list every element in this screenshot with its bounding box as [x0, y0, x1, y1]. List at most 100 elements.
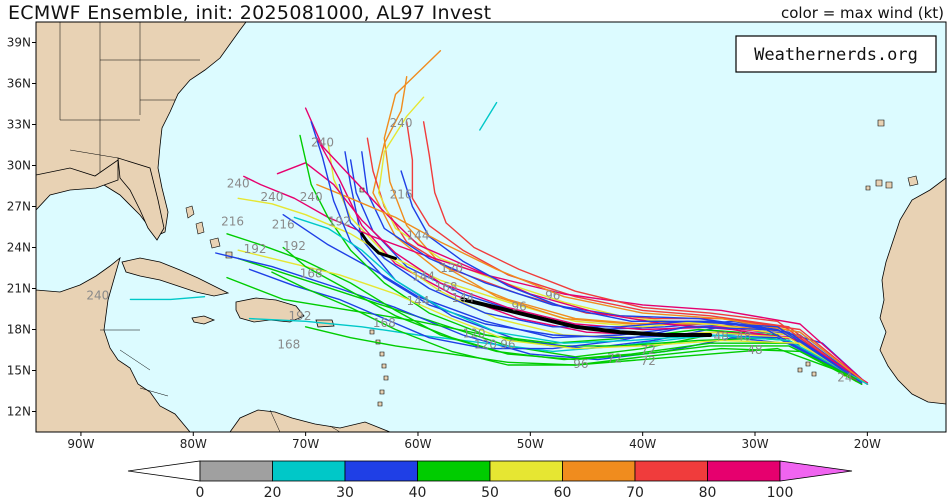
lat-tick-label: 27N: [7, 200, 31, 214]
colorbar-label: 80: [699, 485, 717, 501]
colorbar-segment-2: [344, 460, 418, 482]
ensemble-track-6: [248, 317, 846, 374]
brand-box: Weathernerds.org: [735, 35, 937, 73]
mean-track-main: [460, 297, 713, 337]
hour-label: 216: [390, 187, 413, 201]
canary-islands-land: [865, 175, 919, 191]
hour-label: 24: [837, 370, 852, 384]
colorbar-segment-3: [417, 460, 491, 482]
ensemble-track-33: [129, 296, 206, 301]
hour-label: 120: [474, 338, 497, 352]
central-america-land: [36, 256, 191, 432]
land-layer: [36, 22, 946, 432]
chart-title: ECMWF Ensemble, init: 2025081000, AL97 I…: [8, 2, 492, 24]
lat-tick-label: 30N: [7, 159, 31, 173]
lesser-antilles-land: [369, 329, 389, 407]
ensemble-track-4: [226, 276, 852, 378]
hour-label: 168: [277, 338, 300, 352]
mean-track-north: [360, 232, 397, 260]
latitude-ticks: 39N 36N 33N 30N 27N 24N 21N 18N 15N 12N: [7, 36, 36, 419]
lon-tick-label: 60W: [404, 437, 431, 451]
hour-label: 240: [86, 288, 109, 302]
colorbar-segment-5: [562, 460, 636, 482]
ensemble-track-27: [304, 326, 846, 374]
bahamas-land: [185, 205, 233, 259]
hour-label: 168: [435, 280, 458, 294]
cuba-land: [121, 257, 230, 297]
ensemble-tracks: [129, 50, 869, 385]
hour-label: 192: [289, 309, 312, 323]
ensemble-track-17: [422, 121, 852, 377]
hour-label: 192: [283, 239, 306, 253]
florida-land: [117, 157, 165, 241]
colorbar-segment-4: [489, 460, 563, 482]
hour-label: 48: [714, 329, 729, 343]
ocean-background: [36, 22, 946, 432]
brand-label: Weathernerds.org: [754, 45, 918, 65]
hour-label: 144: [407, 228, 430, 242]
brand-box-frame: [735, 35, 937, 73]
colorbar-segment-0: [199, 460, 273, 482]
hour-label: 48: [747, 343, 762, 357]
hour-label: 120: [463, 327, 486, 341]
wind-colorbar: 0 20 30 40 50 60 70 80 100: [127, 460, 853, 501]
hour-label: 120: [440, 261, 463, 275]
ensemble-track-23: [271, 271, 863, 385]
hour-label: 216: [221, 215, 244, 229]
lon-tick-label: 90W: [67, 437, 94, 451]
colorbar-label: 60: [554, 485, 572, 501]
lon-tick-label: 50W: [517, 437, 544, 451]
lon-tick-label: 80W: [180, 437, 207, 451]
ensemble-track-32: [479, 101, 498, 131]
ensemble-track-19: [299, 134, 857, 380]
lat-tick-label: 12N: [7, 405, 31, 419]
gulf-coast-land: [36, 159, 119, 211]
colorbar-label: 70: [626, 485, 644, 501]
lat-tick-label: 39N: [7, 36, 31, 50]
madeira-land: [877, 119, 885, 127]
lat-tick-label: 18N: [7, 323, 31, 337]
colorbar-label: 100: [767, 485, 794, 501]
ensemble-track-14: [406, 121, 857, 380]
map-frame: [35, 21, 947, 433]
hour-label: 48: [736, 329, 751, 343]
colorbar-segment-7: [707, 460, 781, 482]
hispaniola-land: [235, 297, 305, 323]
ensemble-track-31: [282, 246, 857, 380]
ensemble-mean-track: [360, 232, 713, 337]
africa-land: [879, 177, 946, 405]
ensemble-track-3: [215, 252, 869, 385]
hour-label: 192: [328, 215, 351, 229]
south-america-land: [229, 409, 391, 432]
lat-tick-label: 21N: [7, 282, 31, 296]
colorbar-label: 0: [196, 485, 205, 501]
hour-label: 240: [260, 190, 283, 204]
colorbar-label: 30: [336, 485, 354, 501]
colorbar-label: 20: [264, 485, 282, 501]
colorbar-low-end: [127, 460, 201, 482]
hour-label: 72: [641, 343, 656, 357]
lat-tick-label: 15N: [7, 364, 31, 378]
lon-tick-label: 70W: [292, 437, 319, 451]
hour-label: 144: [451, 291, 474, 305]
ensemble-track-22: [248, 268, 846, 374]
ensemble-track-28: [293, 216, 869, 385]
hour-label: 192: [244, 242, 267, 256]
colorbar-segment-1: [272, 460, 346, 482]
colorbar-label: 40: [409, 485, 427, 501]
hour-label: 96: [573, 357, 588, 371]
lon-tick-label: 20W: [854, 437, 881, 451]
longitude-ticks: 90W 80W 70W 60W 50W 40W 30W 20W: [67, 432, 881, 451]
hour-label: 96: [500, 338, 515, 352]
lon-tick-label: 40W: [629, 437, 656, 451]
hour-label: 240: [227, 176, 250, 190]
hour-label: 240: [390, 116, 413, 130]
lat-tick-label: 36N: [7, 77, 31, 91]
jamaica-land: [191, 315, 216, 325]
hour-label: 72: [607, 351, 622, 365]
colorbar-high-end: [779, 460, 853, 482]
country-borders: [100, 329, 341, 432]
hour-label: 168: [373, 316, 396, 330]
